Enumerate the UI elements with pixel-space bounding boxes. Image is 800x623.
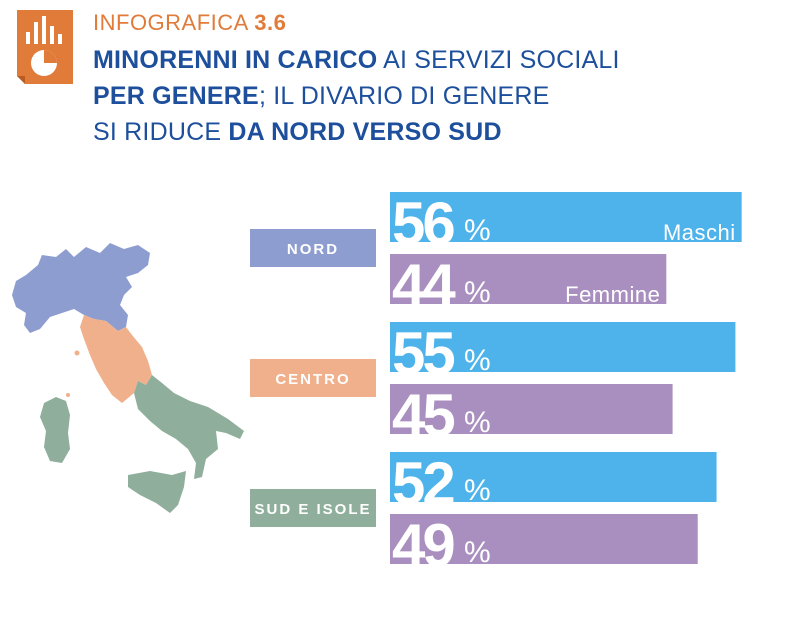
data-label-unit: % — [464, 276, 491, 309]
chart-document-icon — [17, 10, 73, 84]
region-label-box — [250, 229, 376, 267]
series-label: Maschi — [663, 220, 736, 245]
region-label: SUD E ISOLE — [254, 501, 371, 518]
series-label: Femmine — [565, 282, 660, 307]
region-label: CENTRO — [275, 371, 350, 388]
title-line-3: SI RIDUCE DA NORD VERSO SUD — [93, 118, 502, 146]
region-label-box — [250, 359, 376, 397]
data-label: 45 — [392, 382, 454, 449]
data-label: 52 — [392, 450, 453, 517]
data-label: 55 — [392, 320, 454, 387]
data-label-unit: % — [464, 214, 491, 247]
italy-map-icon — [12, 243, 244, 513]
region-label-box — [250, 489, 376, 527]
data-label: 56 — [392, 190, 454, 257]
title-line-2: PER GENERE; IL DIVARIO DI GENERE — [93, 82, 550, 110]
title-line-1: MINORENNI IN CARICO AI SERVIZI SOCIALI — [93, 46, 620, 74]
bar — [390, 192, 742, 242]
bar — [390, 452, 717, 502]
data-label-unit: % — [464, 344, 491, 377]
bar — [390, 514, 698, 564]
bar — [390, 384, 673, 434]
data-label: 44 — [392, 252, 456, 319]
data-label: 49 — [392, 512, 454, 579]
bar — [390, 254, 667, 304]
data-label-unit: % — [464, 536, 491, 569]
infographic-number: INFOGRAFICA 3.6 — [93, 10, 287, 35]
bar — [390, 322, 736, 372]
region-label: NORD — [287, 241, 339, 258]
data-label-unit: % — [464, 474, 491, 507]
data-label-unit: % — [464, 406, 491, 439]
